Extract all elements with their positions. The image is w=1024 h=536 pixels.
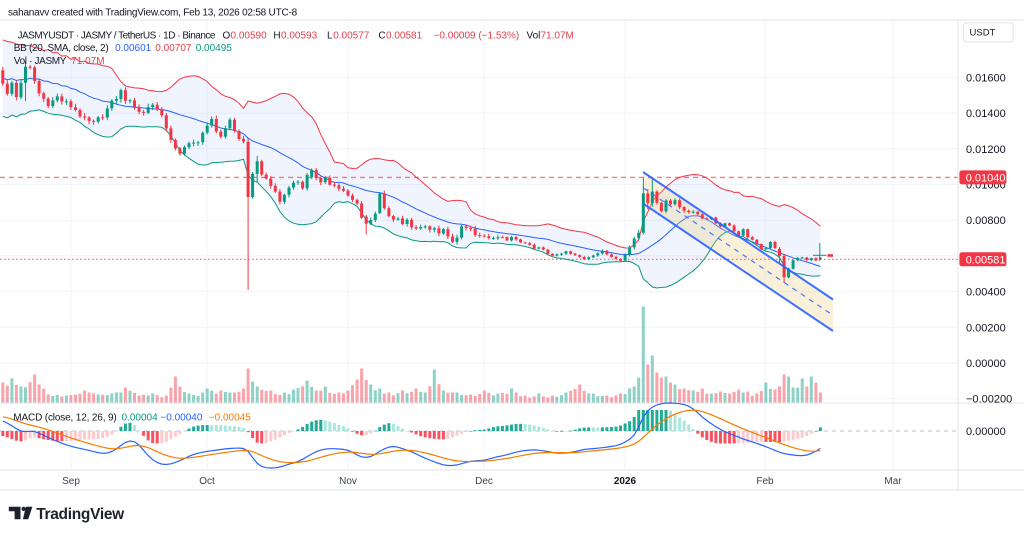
svg-text:0.00581: 0.00581 xyxy=(966,254,1006,266)
svg-text:MACD (close, 12, 26, 9): MACD (close, 12, 26, 9) xyxy=(13,413,116,424)
svg-text:Vol: Vol xyxy=(527,31,541,42)
svg-text:Mar: Mar xyxy=(884,476,902,487)
svg-text:0.01200: 0.01200 xyxy=(966,144,1006,156)
svg-text:Nov: Nov xyxy=(339,476,357,487)
svg-text:0.00200: 0.00200 xyxy=(966,322,1006,334)
svg-text:H: H xyxy=(273,31,280,42)
svg-text:71.07M: 71.07M xyxy=(71,56,104,67)
svg-text:sahanavv created with TradingV: sahanavv created with TradingView.com, F… xyxy=(8,8,298,19)
svg-text:0.00593: 0.00593 xyxy=(281,31,318,42)
svg-text:0.00577: 0.00577 xyxy=(333,31,370,42)
svg-text:0.01040: 0.01040 xyxy=(966,172,1006,184)
svg-text:Dec: Dec xyxy=(475,476,493,487)
svg-text:71.07M: 71.07M xyxy=(541,31,574,42)
svg-text:JASMYUSDT · JASMY / TetherUS ·: JASMYUSDT · JASMY / TetherUS · 1D · Bina… xyxy=(18,31,216,42)
svg-text:0.00495: 0.00495 xyxy=(196,43,233,54)
svg-text:C: C xyxy=(378,31,385,42)
svg-text:−0.00040: −0.00040 xyxy=(160,413,202,424)
svg-text:0.00707: 0.00707 xyxy=(155,43,192,54)
svg-text:−0.00009 (−1.53%): −0.00009 (−1.53%) xyxy=(434,31,520,42)
svg-text:0.00590: 0.00590 xyxy=(231,31,268,42)
svg-text:0.00400: 0.00400 xyxy=(966,287,1006,299)
svg-text:0.00581: 0.00581 xyxy=(386,31,423,42)
svg-text:−0.00200: −0.00200 xyxy=(966,394,1012,406)
svg-text:0.00004: 0.00004 xyxy=(122,413,159,424)
svg-text:BB (20, SMA, close, 2): BB (20, SMA, close, 2) xyxy=(14,43,109,54)
svg-text:2026: 2026 xyxy=(614,476,637,487)
svg-text:Oct: Oct xyxy=(199,476,215,487)
svg-text:Vol · JASMY: Vol · JASMY xyxy=(14,56,67,67)
svg-text:0.00000: 0.00000 xyxy=(966,426,1006,438)
svg-text:0.01400: 0.01400 xyxy=(966,108,1006,120)
svg-text:TradingView: TradingView xyxy=(36,506,125,523)
svg-text:Sep: Sep xyxy=(62,476,80,487)
svg-text:L: L xyxy=(327,31,333,42)
svg-text:USDT: USDT xyxy=(970,28,996,39)
svg-text:0.00000: 0.00000 xyxy=(966,358,1006,370)
svg-text:0.00800: 0.00800 xyxy=(966,215,1006,227)
svg-text:0.01600: 0.01600 xyxy=(966,72,1006,84)
svg-text:Feb: Feb xyxy=(756,476,774,487)
svg-text:0.00601: 0.00601 xyxy=(115,43,152,54)
svg-text:−0.00045: −0.00045 xyxy=(209,413,251,424)
svg-text:O: O xyxy=(223,31,231,42)
